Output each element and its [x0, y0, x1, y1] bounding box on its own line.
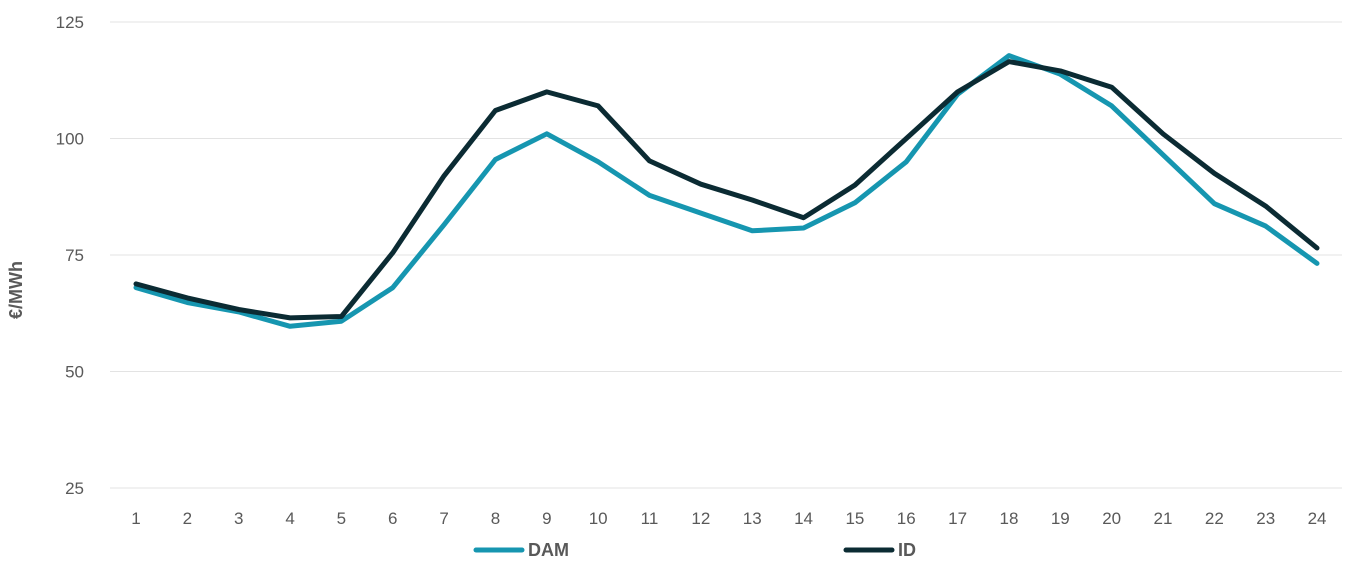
- x-axis-ticks: 1 2 3 4 5 6 7 8 9 10 11 12 13 14 15 16 17 18 19 20 21 22 23 24: [131, 509, 1326, 528]
- x-tick-label: 17: [948, 509, 967, 528]
- y-tick-label: 50: [65, 363, 84, 382]
- series-line-id: [133, 59, 1320, 321]
- y-tick-label: 100: [56, 130, 84, 149]
- x-tick-label: 8: [491, 509, 500, 528]
- series-line-dam: [133, 53, 1320, 329]
- x-tick-label: 5: [337, 509, 346, 528]
- x-tick-label: 21: [1154, 509, 1173, 528]
- y-axis-ticks: 25 50 75 100 125: [56, 13, 84, 498]
- legend: DAM ID: [473, 540, 916, 560]
- y-axis-label: €/MWh: [6, 261, 26, 319]
- x-tick-label: 3: [234, 509, 243, 528]
- x-tick-label: 20: [1102, 509, 1121, 528]
- legend-label: ID: [898, 540, 916, 560]
- x-tick-label: 24: [1308, 509, 1327, 528]
- x-tick-label: 19: [1051, 509, 1070, 528]
- x-tick-label: 23: [1256, 509, 1275, 528]
- x-tick-label: 9: [542, 509, 551, 528]
- x-tick-label: 4: [285, 509, 294, 528]
- legend-label: DAM: [528, 540, 569, 560]
- x-tick-label: 6: [388, 509, 397, 528]
- x-tick-label: 22: [1205, 509, 1224, 528]
- y-tick-label: 125: [56, 13, 84, 32]
- x-tick-label: 1: [131, 509, 140, 528]
- x-tick-label: 12: [691, 509, 710, 528]
- series-dam: [133, 53, 1320, 329]
- series-id: [133, 59, 1320, 321]
- y-tick-label: 75: [65, 246, 84, 265]
- x-tick-label: 18: [999, 509, 1018, 528]
- x-tick-label: 11: [641, 509, 659, 528]
- legend-item-id: ID: [843, 540, 916, 560]
- legend-item-dam: DAM: [473, 540, 569, 560]
- x-tick-label: 15: [845, 509, 864, 528]
- x-tick-label: 10: [589, 509, 608, 528]
- x-tick-label: 14: [794, 509, 813, 528]
- x-tick-label: 7: [439, 509, 448, 528]
- y-tick-label: 25: [65, 479, 84, 498]
- x-tick-label: 13: [743, 509, 762, 528]
- x-tick-label: 16: [897, 509, 916, 528]
- gridlines: [110, 21, 1342, 489]
- series-lines: [133, 53, 1320, 329]
- x-tick-label: 2: [183, 509, 192, 528]
